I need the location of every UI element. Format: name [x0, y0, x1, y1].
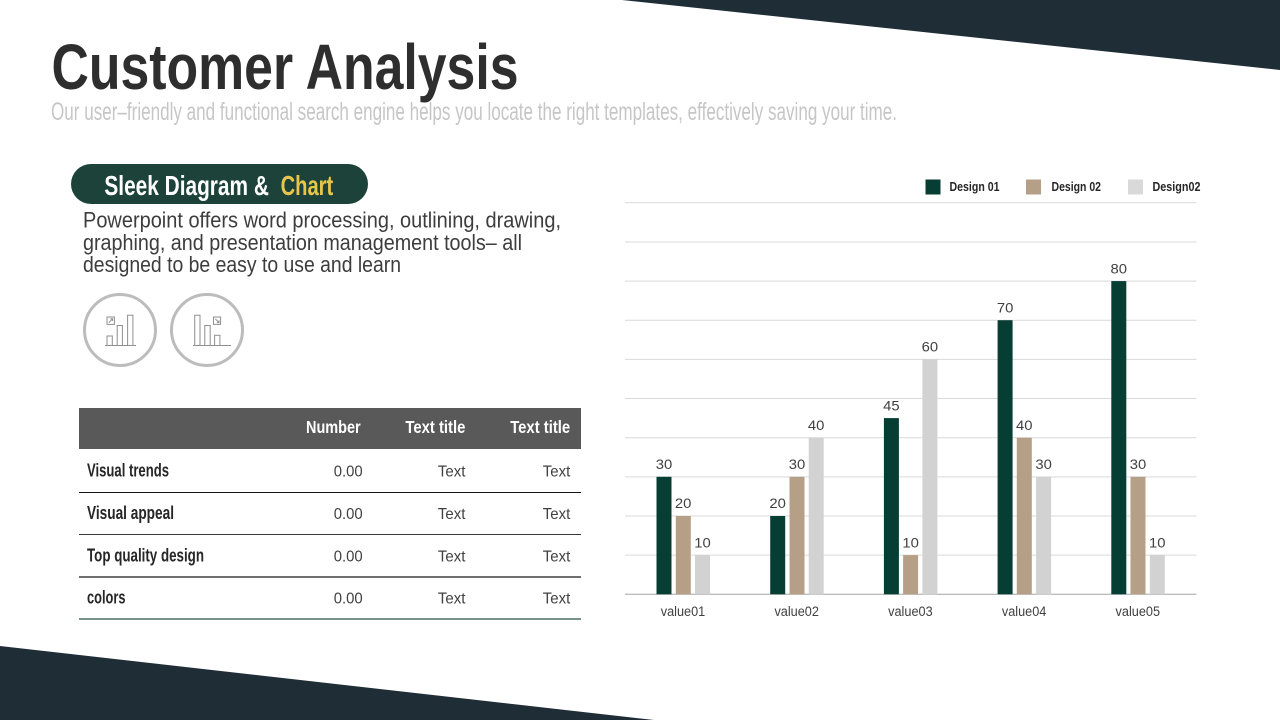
- svg-text:Text title: Text title: [510, 417, 570, 437]
- svg-text:0.00: 0.00: [334, 506, 363, 523]
- svg-text:30: 30: [1130, 457, 1147, 472]
- svg-text:30: 30: [789, 457, 806, 472]
- svg-text:Text: Text: [543, 549, 571, 566]
- svg-text:10: 10: [902, 535, 919, 550]
- svg-text:40: 40: [808, 418, 825, 433]
- svg-text:graphing, and presentation man: graphing, and presentation management to…: [83, 230, 522, 255]
- svg-text:Text: Text: [438, 591, 466, 608]
- svg-text:10: 10: [694, 535, 711, 550]
- svg-text:Design 01: Design 01: [950, 179, 1000, 194]
- svg-text:Text title: Text title: [405, 417, 465, 437]
- svg-text:Text: Text: [438, 506, 466, 523]
- svg-text:10: 10: [1149, 535, 1166, 550]
- svg-text:Number: Number: [306, 417, 361, 437]
- svg-text:60: 60: [922, 340, 939, 355]
- svg-text:80: 80: [1111, 261, 1128, 276]
- svg-text:designed to be easy to use and: designed to be easy to use and learn: [83, 252, 401, 277]
- svg-text:Top quality design: Top quality design: [87, 546, 204, 566]
- svg-text:Text: Text: [543, 506, 571, 523]
- svg-text:Chart: Chart: [281, 170, 334, 201]
- svg-text:value05: value05: [1116, 604, 1161, 619]
- svg-text:Customer Analysis: Customer Analysis: [52, 31, 519, 103]
- svg-text:Sleek Diagram &: Sleek Diagram &: [104, 170, 269, 201]
- svg-text:value03: value03: [888, 604, 933, 619]
- svg-text:Powerpoint offers word process: Powerpoint offers word processing, outli…: [83, 207, 561, 232]
- svg-text:Design 02: Design 02: [1052, 179, 1102, 194]
- svg-text:20: 20: [675, 496, 692, 511]
- svg-text:45: 45: [883, 398, 900, 413]
- svg-text:30: 30: [656, 457, 673, 472]
- svg-text:value01: value01: [661, 604, 706, 619]
- svg-text:30: 30: [1035, 457, 1052, 472]
- svg-text:Text: Text: [438, 549, 466, 566]
- svg-text:Text: Text: [543, 464, 571, 481]
- svg-text:70: 70: [997, 300, 1014, 315]
- svg-text:Text: Text: [543, 591, 571, 608]
- svg-text:0.00: 0.00: [334, 591, 363, 608]
- svg-text:20: 20: [769, 496, 786, 511]
- svg-text:Text: Text: [438, 464, 466, 481]
- svg-text:0.00: 0.00: [334, 464, 363, 481]
- svg-text:Visual appeal: Visual appeal: [87, 503, 174, 523]
- svg-text:0.00: 0.00: [334, 549, 363, 566]
- svg-text:value04: value04: [1002, 604, 1047, 619]
- svg-text:Visual trends: Visual trends: [87, 461, 169, 481]
- svg-text:colors: colors: [87, 588, 126, 608]
- svg-text:Design02: Design02: [1153, 179, 1201, 194]
- svg-text:40: 40: [1016, 418, 1033, 433]
- svg-text:Our user–friendly and function: Our user–friendly and functional search …: [51, 98, 897, 126]
- svg-text:value02: value02: [774, 604, 819, 619]
